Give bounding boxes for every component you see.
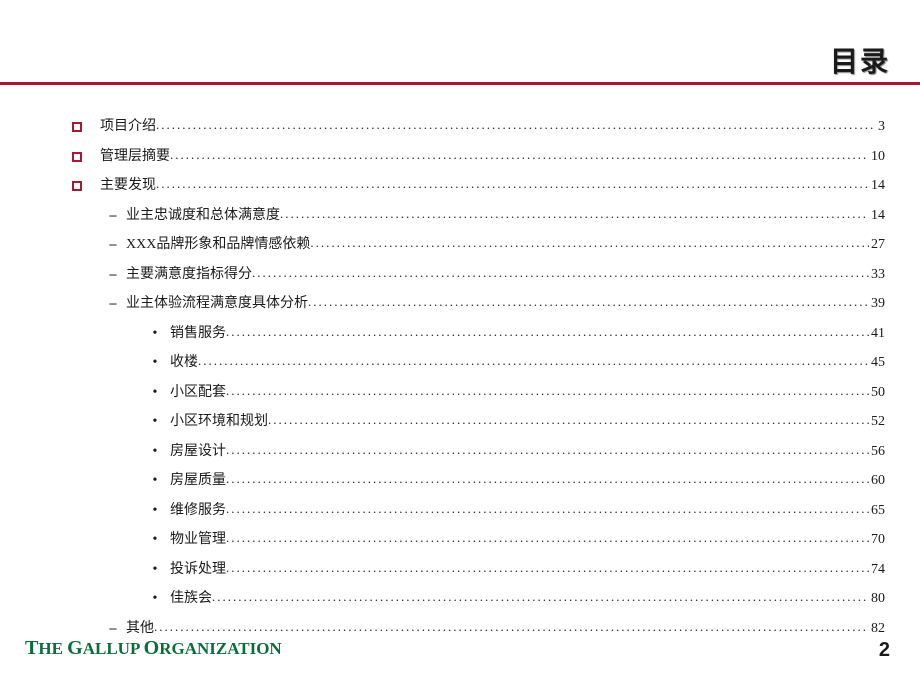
- toc-row: • 房屋设计 56: [72, 440, 885, 465]
- toc-page-number: 3: [876, 115, 885, 140]
- toc-leader-dots: [226, 468, 869, 491]
- toc-label: 佳族会: [170, 587, 212, 612]
- toc-label: 物业管理: [170, 528, 226, 553]
- toc-page-number: 27: [869, 233, 885, 258]
- toc-page-number: 70: [869, 528, 885, 553]
- toc-row: • 维修服务 65: [72, 499, 885, 524]
- toc-page-number: 82: [869, 617, 885, 642]
- square-bullet-icon: [72, 122, 82, 132]
- toc-label: 项目介绍: [100, 115, 156, 140]
- toc-page-number: 50: [869, 381, 885, 406]
- dot-bullet-icon: •: [150, 558, 160, 583]
- toc-row: • 房屋质量 60: [72, 469, 885, 494]
- toc-label: 小区配套: [170, 381, 226, 406]
- dot-bullet-icon: •: [150, 440, 160, 465]
- toc-label: 业主体验流程满意度具体分析: [126, 292, 308, 317]
- toc-leader-dots: [156, 114, 876, 137]
- toc-page-number: 60: [869, 469, 885, 494]
- toc-leader-dots: [212, 586, 869, 609]
- toc-row: 管理层摘要 10: [72, 145, 885, 170]
- toc-page-number: 39: [869, 292, 885, 317]
- toc-row: • 销售服务 41: [72, 322, 885, 347]
- toc-row: –业主体验流程满意度具体分析 39: [72, 292, 885, 317]
- toc-row: • 小区环境和规划 52: [72, 410, 885, 435]
- dot-bullet-icon: •: [150, 587, 160, 612]
- square-bullet-icon: [72, 181, 82, 191]
- toc-page-number: 41: [869, 322, 885, 347]
- dot-bullet-icon: •: [150, 351, 160, 376]
- title-divider: [0, 82, 920, 85]
- toc-page-number: 45: [869, 351, 885, 376]
- toc-page-number: 52: [869, 410, 885, 435]
- toc-leader-dots: [170, 144, 869, 167]
- toc-leader-dots: [226, 498, 869, 521]
- toc-leader-dots: [226, 527, 869, 550]
- toc-page-number: 65: [869, 499, 885, 524]
- toc-label: 投诉处理: [170, 558, 226, 583]
- dash-bullet-icon: –: [108, 233, 118, 258]
- toc-row: –业主忠诚度和总体满意度 14: [72, 204, 885, 229]
- toc-row: • 物业管理 70: [72, 528, 885, 553]
- dot-bullet-icon: •: [150, 322, 160, 347]
- toc-leader-dots: [308, 291, 869, 314]
- toc-leader-dots: [226, 557, 869, 580]
- toc-row: 项目介绍 3: [72, 115, 885, 140]
- toc-row: • 小区配套 50: [72, 381, 885, 406]
- page-title: 目录: [830, 40, 890, 80]
- toc-page-number: 56: [869, 440, 885, 465]
- toc-label: 维修服务: [170, 499, 226, 524]
- toc-page-number: 33: [869, 263, 885, 288]
- toc-leader-dots: [226, 321, 869, 344]
- toc-row: • 佳族会 80: [72, 587, 885, 612]
- toc-label: 小区环境和规划: [170, 410, 268, 435]
- toc-label: XXX品牌形象和品牌情感依赖: [126, 233, 310, 258]
- toc-label: 收楼: [170, 351, 198, 376]
- toc-row: • 收楼 45: [72, 351, 885, 376]
- toc-leader-dots: [226, 380, 869, 403]
- toc-row: 主要发现 14: [72, 174, 885, 199]
- toc-label: 主要发现: [100, 174, 156, 199]
- toc-label: 房屋设计: [170, 440, 226, 465]
- footer-page-number: 2: [879, 639, 890, 662]
- toc-page-number: 74: [869, 558, 885, 583]
- toc-leader-dots: [252, 262, 869, 285]
- dash-bullet-icon: –: [108, 204, 118, 229]
- toc-leader-dots: [156, 173, 869, 196]
- footer-organization: THE GALLUP ORGANIZATION: [25, 637, 282, 660]
- toc-page-number: 14: [869, 174, 885, 199]
- dot-bullet-icon: •: [150, 499, 160, 524]
- dash-bullet-icon: –: [108, 292, 118, 317]
- toc-label: 房屋质量: [170, 469, 226, 494]
- dot-bullet-icon: •: [150, 381, 160, 406]
- toc-leader-dots: [310, 232, 869, 255]
- table-of-contents: 项目介绍3管理层摘要10主要发现14–业主忠诚度和总体满意度14–XXX品牌形象…: [72, 115, 885, 646]
- toc-row: –XXX品牌形象和品牌情感依赖 27: [72, 233, 885, 258]
- dot-bullet-icon: •: [150, 410, 160, 435]
- toc-page-number: 14: [869, 204, 885, 229]
- toc-leader-dots: [280, 203, 869, 226]
- dot-bullet-icon: •: [150, 469, 160, 494]
- toc-row: • 投诉处理 74: [72, 558, 885, 583]
- toc-leader-dots: [154, 616, 869, 639]
- toc-label: 主要满意度指标得分: [126, 263, 252, 288]
- dot-bullet-icon: •: [150, 528, 160, 553]
- toc-page-number: 10: [869, 145, 885, 170]
- square-bullet-icon: [72, 152, 82, 162]
- toc-label: 管理层摘要: [100, 145, 170, 170]
- toc-label: 销售服务: [170, 322, 226, 347]
- toc-page-number: 80: [869, 587, 885, 612]
- toc-leader-dots: [226, 439, 869, 462]
- toc-leader-dots: [198, 350, 869, 373]
- dash-bullet-icon: –: [108, 263, 118, 288]
- toc-label: 业主忠诚度和总体满意度: [126, 204, 280, 229]
- toc-leader-dots: [268, 409, 869, 432]
- toc-row: –主要满意度指标得分 33: [72, 263, 885, 288]
